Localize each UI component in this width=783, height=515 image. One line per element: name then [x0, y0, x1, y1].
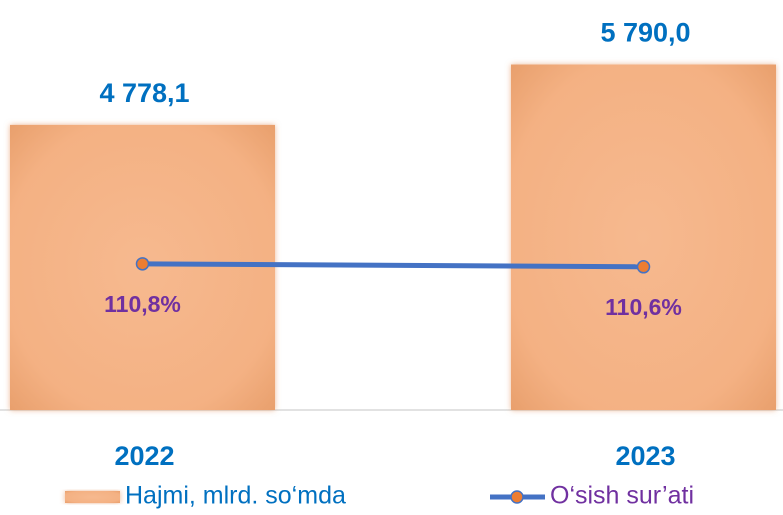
bar-value-label: 5 790,0 [600, 18, 690, 48]
bar [511, 64, 776, 410]
line-marker [636, 260, 651, 274]
legend-swatch [65, 491, 120, 503]
line-value-label: 110,8% [104, 291, 181, 317]
legend-label: O‘sish sur’ati [550, 482, 694, 510]
bar-value-label: 4 778,1 [99, 78, 189, 108]
line-value-label: 110,6% [605, 294, 682, 320]
legend-marker [510, 490, 524, 504]
x-tick-label: 2022 [114, 441, 174, 471]
line-marker [135, 257, 150, 271]
line [142, 261, 644, 270]
legend-label: Hajmi, mlrd. so‘mda [125, 482, 346, 510]
x-tick-label: 2023 [615, 441, 675, 471]
